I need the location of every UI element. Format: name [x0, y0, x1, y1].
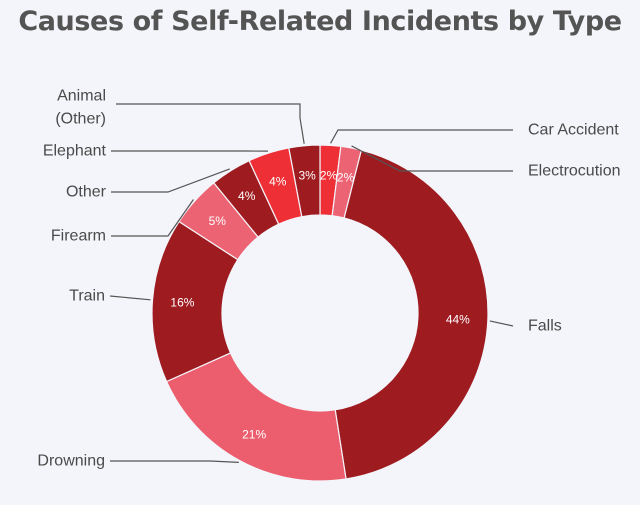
- pct-label-other: 4%: [238, 189, 256, 203]
- pct-label-car-accident: 2%: [320, 168, 338, 182]
- slice-drowning: [165, 352, 347, 482]
- category-label-firearm: Firearm: [51, 228, 106, 245]
- pct-label-elephant: 4%: [269, 175, 287, 189]
- category-label-other: Other: [66, 184, 107, 201]
- pct-label-falls: 44%: [446, 312, 470, 326]
- category-label-car-accident: Car Accident: [528, 122, 619, 139]
- pct-label-drowning: 21%: [242, 427, 266, 441]
- leader-line-firearm: [111, 199, 194, 237]
- category-label-electrocution: Electrocution: [528, 163, 621, 180]
- category-label-elephant: Elephant: [43, 143, 107, 160]
- category-label-animal-other: Animal (Other): [55, 88, 106, 128]
- category-label-drowning: Drowning: [37, 453, 105, 470]
- category-label-train: Train: [69, 288, 105, 305]
- slice-falls: [334, 149, 489, 480]
- category-label-falls: Falls: [528, 318, 562, 335]
- category-label-line: (Other): [55, 111, 106, 128]
- chart-title: Causes of Self-Related Incidents by Type: [18, 6, 622, 37]
- leader-line-train: [109, 295, 151, 301]
- category-label-line: Animal: [57, 88, 106, 105]
- slice-animal-other: [288, 144, 321, 218]
- leader-line-falls: [489, 320, 514, 327]
- pct-label-firearm: 5%: [209, 214, 227, 228]
- leader-line-electrocution: [351, 145, 513, 172]
- pct-label-animal-other: 3%: [298, 169, 316, 183]
- leader-line-drowning: [110, 460, 239, 463]
- leader-line-animal-other: [116, 103, 305, 144]
- pct-label-electrocution: 2%: [337, 170, 355, 184]
- leader-line-other: [111, 168, 230, 193]
- leader-line-car-accident: [330, 129, 513, 144]
- pct-label-train: 16%: [170, 295, 194, 309]
